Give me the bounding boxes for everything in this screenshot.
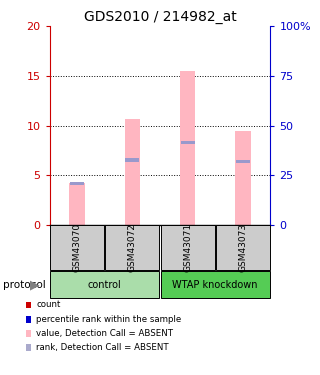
Bar (181, 141, 195, 144)
Bar (125, 118, 140, 225)
Text: GSM43070: GSM43070 (73, 223, 82, 272)
Text: rank, Detection Call = ABSENT: rank, Detection Call = ABSENT (36, 343, 169, 352)
Bar (236, 160, 250, 163)
Bar (235, 130, 251, 225)
Text: WTAP knockdown: WTAP knockdown (172, 280, 258, 290)
Bar (125, 158, 139, 162)
Text: value, Detection Call = ABSENT: value, Detection Call = ABSENT (36, 329, 173, 338)
Text: ▶: ▶ (30, 278, 40, 291)
Bar (70, 182, 84, 186)
Text: GSM43073: GSM43073 (238, 223, 247, 272)
Bar (69, 183, 85, 225)
Text: GSM43072: GSM43072 (128, 223, 137, 272)
Bar (180, 71, 195, 225)
Title: GDS2010 / 214982_at: GDS2010 / 214982_at (84, 10, 236, 24)
Text: protocol: protocol (3, 280, 46, 290)
Text: percentile rank within the sample: percentile rank within the sample (36, 315, 181, 324)
Text: count: count (36, 300, 60, 309)
Text: GSM43071: GSM43071 (183, 223, 192, 272)
Text: control: control (88, 280, 122, 290)
